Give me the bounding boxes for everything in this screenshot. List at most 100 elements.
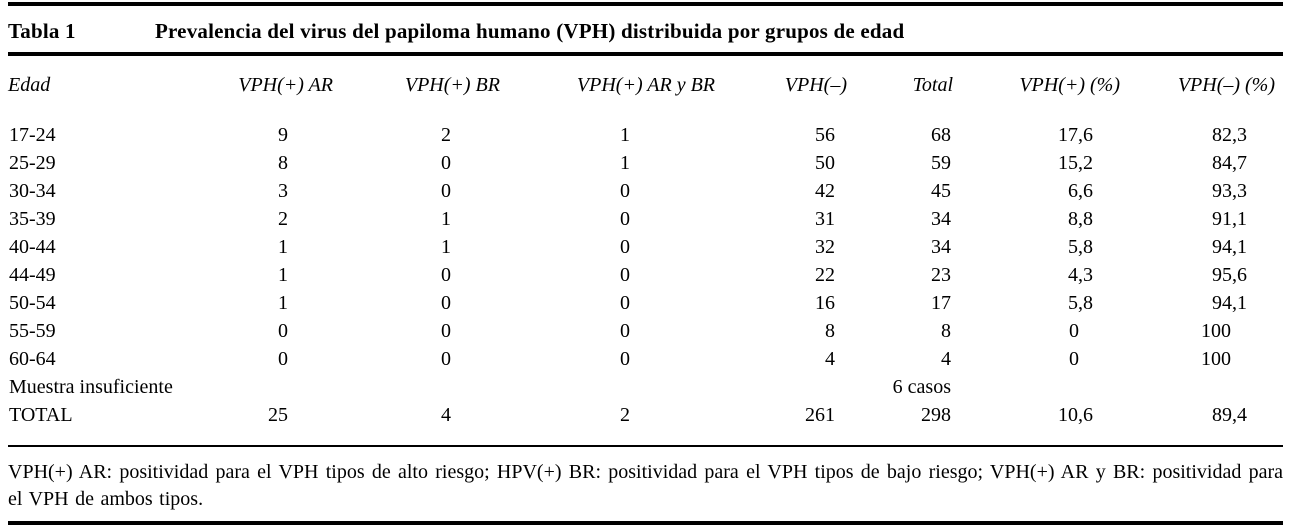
table-cell: 0 xyxy=(441,152,451,174)
table-cell: 8 xyxy=(941,320,951,342)
table-cell: 1 xyxy=(620,124,630,146)
table-cell: 0 xyxy=(1069,320,1079,342)
table-caption: Tabla 1 Prevalencia del virus del papilo… xyxy=(8,18,1283,44)
table-cell: 59 xyxy=(931,152,951,174)
table-row: 25-29 8 0 1 50 59 15,2 84,7 xyxy=(8,149,1275,177)
table-cell: 0 xyxy=(620,264,630,286)
table-cell: 0 xyxy=(278,348,288,370)
table-footnote: VPH(+) AR: positividad para el VPH tipos… xyxy=(8,461,1283,510)
table-cell: 100 xyxy=(1201,320,1231,342)
table-row: 60-64 0 0 0 4 4 0 100 xyxy=(8,345,1275,373)
table-cell: 0 xyxy=(620,208,630,230)
table-cell xyxy=(500,373,715,401)
table-cell: 298 xyxy=(921,404,951,426)
data-table: Edad VPH(+) AR VPH(+) BR VPH(+) AR y BR VPH(… xyxy=(8,56,1275,429)
table-cell: 56 xyxy=(815,124,835,146)
row-label: 44-49 xyxy=(9,264,56,286)
table-cell: 5,8 xyxy=(1068,292,1093,314)
table-cell: 0 xyxy=(441,180,451,202)
table-cell: 8,8 xyxy=(1068,208,1093,230)
table-cell: 4 xyxy=(441,404,451,426)
row-label: 50-54 xyxy=(9,292,56,314)
table-cell: 31 xyxy=(815,208,835,230)
table-cell xyxy=(953,373,1120,401)
table-label: Tabla 1 xyxy=(8,19,76,43)
column-header: VPH(+) AR xyxy=(238,74,333,96)
table-cell: 91,1 xyxy=(1212,208,1247,230)
table-row: Muestra insuficiente 6 casos xyxy=(8,373,1275,401)
table-cell: 1 xyxy=(620,152,630,174)
page-title: Prevalencia del virus del papiloma human… xyxy=(155,19,905,43)
table-cell: 0 xyxy=(441,264,451,286)
table-cell: 0 xyxy=(620,348,630,370)
row-label: 25-29 xyxy=(9,152,56,174)
table-cell: 45 xyxy=(931,180,951,202)
table-cell: 23 xyxy=(931,264,951,286)
table-cell: 261 xyxy=(805,404,835,426)
table-cell: 2 xyxy=(278,208,288,230)
table-cell: 1 xyxy=(278,236,288,258)
table-row: 44-49 1 0 0 22 23 4,3 95,6 xyxy=(8,261,1275,289)
table-cell: 4 xyxy=(941,348,951,370)
table-cell: 89,4 xyxy=(1212,404,1247,426)
table-cell: 6,6 xyxy=(1068,180,1093,202)
table-cell: 1 xyxy=(278,292,288,314)
table-body: 17-24 9 2 1 56 68 17,6 82,3 25-29 8 0 1 50 59 15,2 84,7… xyxy=(8,98,1275,429)
table-cell: 0 xyxy=(278,320,288,342)
table-cell: 22 xyxy=(815,264,835,286)
table-cell xyxy=(1120,373,1275,401)
table-cell: 0 xyxy=(441,320,451,342)
column-header: VPH(–) (%) xyxy=(1177,74,1275,96)
table-cell: 5,8 xyxy=(1068,236,1093,258)
row-label: 40-44 xyxy=(9,236,56,258)
table-cell: 2 xyxy=(441,124,451,146)
table-cell: 0 xyxy=(1069,348,1079,370)
table-row: 17-24 9 2 1 56 68 17,6 82,3 xyxy=(8,98,1275,149)
table-cell xyxy=(198,373,333,401)
column-header: VPH(+) AR y BR xyxy=(576,74,715,96)
footnote-rule xyxy=(8,445,1283,447)
table-cell: 95,6 xyxy=(1212,264,1247,286)
table-row: 50-54 1 0 0 16 17 5,8 94,1 xyxy=(8,289,1275,317)
table-cell: 100 xyxy=(1201,348,1231,370)
table-cell: 32 xyxy=(815,236,835,258)
table-row: 40-44 1 1 0 32 34 5,8 94,1 xyxy=(8,233,1275,261)
column-header: Edad xyxy=(8,74,51,96)
table-cell: 25 xyxy=(268,404,288,426)
table-cell: 9 xyxy=(278,124,288,146)
table-cell: 4,3 xyxy=(1068,264,1093,286)
table-cell xyxy=(333,373,500,401)
table-row: 35-39 2 1 0 31 34 8,8 91,1 xyxy=(8,205,1275,233)
table-cell: 16 xyxy=(815,292,835,314)
table-cell: 17,6 xyxy=(1058,124,1093,146)
table-cell: 2 xyxy=(620,404,630,426)
table-cell: 8 xyxy=(825,320,835,342)
table-cell: 4 xyxy=(825,348,835,370)
table-header-row: Edad VPH(+) AR VPH(+) BR VPH(+) AR y BR VPH(… xyxy=(8,56,1275,98)
table-cell: 15,2 xyxy=(1058,152,1093,174)
table-cell: 42 xyxy=(815,180,835,202)
table-cell: 0 xyxy=(620,292,630,314)
table-cell: 68 xyxy=(931,124,951,146)
table-row: 55-59 0 0 0 8 8 0 100 xyxy=(8,317,1275,345)
table-cell: 0 xyxy=(620,180,630,202)
row-label: 55-59 xyxy=(9,320,56,342)
row-label: 17-24 xyxy=(9,124,56,146)
table-cell: 84,7 xyxy=(1212,152,1247,174)
caption-rule xyxy=(8,52,1283,56)
table-row: TOTAL 25 4 2 261 298 10,6 89,4 xyxy=(8,401,1275,429)
table-cell xyxy=(715,373,847,401)
top-rule xyxy=(8,2,1283,6)
table-cell: 34 xyxy=(931,208,951,230)
row-label: Muestra insuficiente xyxy=(9,376,173,398)
table-header: Edad VPH(+) AR VPH(+) BR VPH(+) AR y BR VPH(… xyxy=(8,56,1275,98)
table-cell: 94,1 xyxy=(1212,236,1247,258)
table-cell: 10,6 xyxy=(1058,404,1093,426)
column-header: Total xyxy=(912,74,953,96)
table-row: 30-34 3 0 0 42 45 6,6 93,3 xyxy=(8,177,1275,205)
table-cell: 0 xyxy=(441,348,451,370)
table-cell: 50 xyxy=(815,152,835,174)
column-header: VPH(–) xyxy=(784,74,847,96)
table-cell: 1 xyxy=(441,208,451,230)
